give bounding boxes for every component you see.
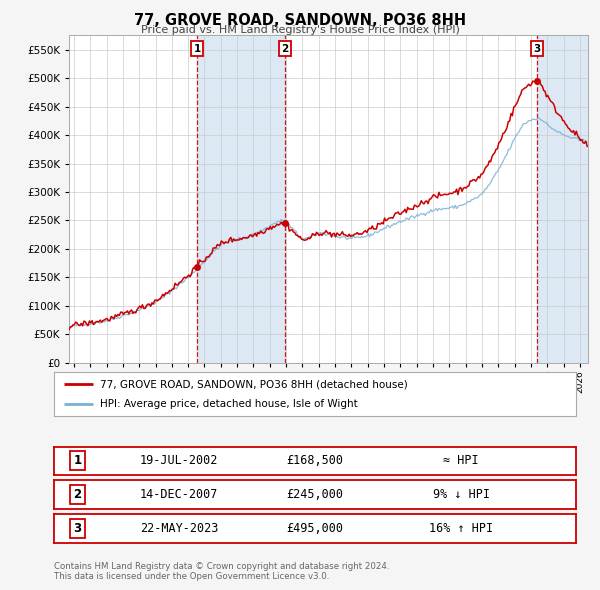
Text: 16% ↑ HPI: 16% ↑ HPI (429, 522, 493, 535)
Text: 1: 1 (73, 454, 82, 467)
Bar (537, 35, 588, 363)
Text: 19-JUL-2002: 19-JUL-2002 (140, 454, 218, 467)
Text: 2: 2 (281, 44, 289, 54)
Text: £245,000: £245,000 (287, 488, 343, 501)
Text: 77, GROVE ROAD, SANDOWN, PO36 8HH: 77, GROVE ROAD, SANDOWN, PO36 8HH (134, 13, 466, 28)
Text: £168,500: £168,500 (287, 454, 343, 467)
Text: 3: 3 (533, 44, 541, 54)
Text: 9% ↓ HPI: 9% ↓ HPI (433, 488, 490, 501)
Text: 3: 3 (73, 522, 82, 535)
Text: 14-DEC-2007: 14-DEC-2007 (140, 488, 218, 501)
Text: Price paid vs. HM Land Registry's House Price Index (HPI): Price paid vs. HM Land Registry's House … (140, 25, 460, 35)
Text: Contains HM Land Registry data © Crown copyright and database right 2024.: Contains HM Land Registry data © Crown c… (54, 562, 389, 571)
Text: £495,000: £495,000 (287, 522, 343, 535)
Text: 1: 1 (193, 44, 200, 54)
Bar (197, 35, 285, 363)
Text: HPI: Average price, detached house, Isle of Wight: HPI: Average price, detached house, Isle… (100, 399, 358, 409)
Text: ≈ HPI: ≈ HPI (443, 454, 479, 467)
Text: 77, GROVE ROAD, SANDOWN, PO36 8HH (detached house): 77, GROVE ROAD, SANDOWN, PO36 8HH (detac… (100, 379, 407, 389)
Text: 22-MAY-2023: 22-MAY-2023 (140, 522, 218, 535)
Text: This data is licensed under the Open Government Licence v3.0.: This data is licensed under the Open Gov… (54, 572, 329, 581)
Text: 2: 2 (73, 488, 82, 501)
